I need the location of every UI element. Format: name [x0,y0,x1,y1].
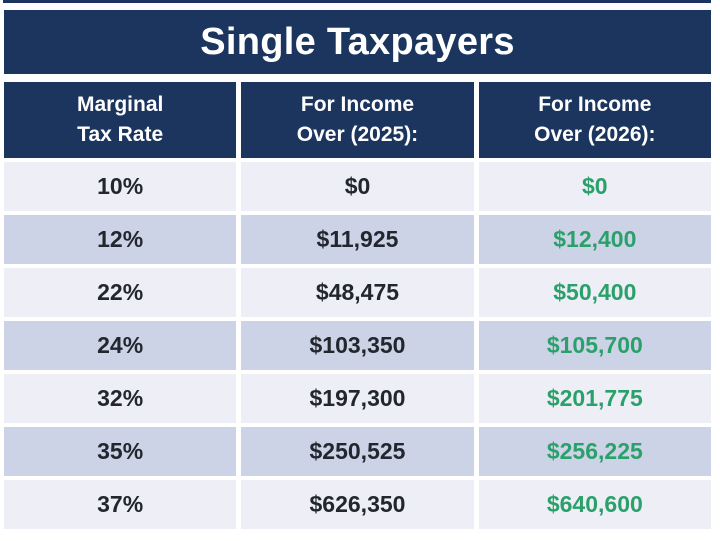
top-border-strip [3,0,711,3]
header-marginal-tax-rate: Marginal Tax Rate [4,82,237,158]
single-taxpayers-table: Single Taxpayers Marginal Tax Rate For I… [4,10,711,529]
table-title: Single Taxpayers [4,10,711,74]
income-2025-cell: $0 [241,162,474,211]
income-2026-cell: $201,775 [478,374,711,423]
table-row: 32% $197,300 $201,775 [4,374,711,423]
table-row: 12% $11,925 $12,400 [4,215,711,264]
rate-cell: 37% [4,480,237,529]
income-2025-cell: $11,925 [241,215,474,264]
rate-cell: 12% [4,215,237,264]
income-2026-cell: $105,700 [478,321,711,370]
rate-cell: 32% [4,374,237,423]
income-2025-cell: $626,350 [241,480,474,529]
table-row: 10% $0 $0 [4,162,711,211]
table-row: 22% $48,475 $50,400 [4,268,711,317]
income-2026-cell: $12,400 [478,215,711,264]
rate-cell: 10% [4,162,237,211]
table-row: 35% $250,525 $256,225 [4,427,711,476]
income-2025-cell: $103,350 [241,321,474,370]
income-2026-cell: $640,600 [478,480,711,529]
table-row: 37% $626,350 $640,600 [4,480,711,529]
income-2026-cell: $0 [478,162,711,211]
income-2025-cell: $197,300 [241,374,474,423]
rate-cell: 24% [4,321,237,370]
rate-cell: 35% [4,427,237,476]
rate-cell: 22% [4,268,237,317]
table-row: 24% $103,350 $105,700 [4,321,711,370]
header-income-over-2025: For Income Over (2025): [241,82,474,158]
income-2025-cell: $250,525 [241,427,474,476]
table-header-row: Marginal Tax Rate For Income Over (2025)… [4,82,711,158]
income-2026-cell: $50,400 [478,268,711,317]
income-2025-cell: $48,475 [241,268,474,317]
header-income-over-2026: For Income Over (2026): [478,82,711,158]
income-2026-cell: $256,225 [478,427,711,476]
